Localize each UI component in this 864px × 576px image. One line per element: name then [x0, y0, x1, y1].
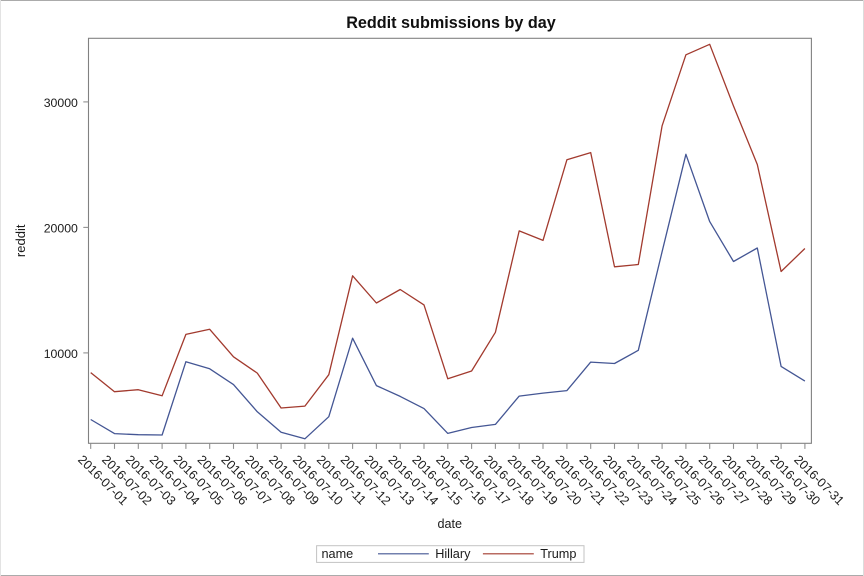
svg-text:name: name: [322, 547, 354, 561]
svg-text:30000: 30000: [44, 96, 78, 110]
svg-text:10000: 10000: [44, 347, 78, 361]
svg-text:reddit: reddit: [13, 224, 28, 257]
svg-text:Reddit submissions by day: Reddit submissions by day: [346, 14, 556, 32]
svg-text:Hillary: Hillary: [435, 547, 471, 561]
svg-text:Trump: Trump: [540, 547, 576, 561]
svg-text:20000: 20000: [44, 221, 78, 235]
svg-text:date: date: [437, 517, 462, 531]
